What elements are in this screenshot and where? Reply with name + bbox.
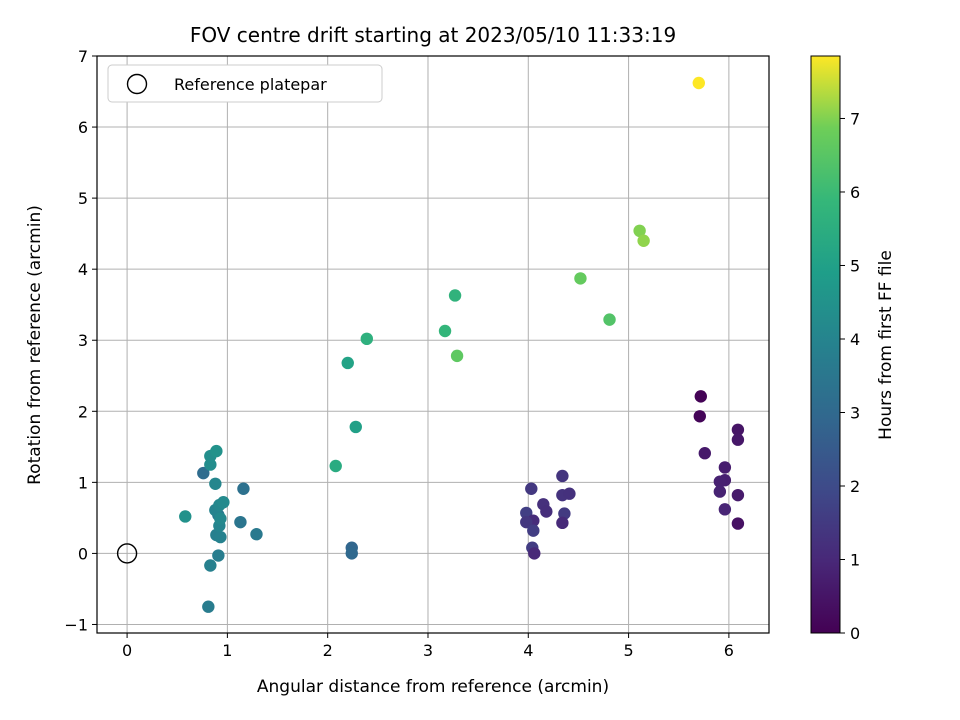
x-tick-label: 2 (323, 641, 333, 660)
scatter-point (214, 512, 227, 525)
scatter-point (637, 234, 650, 247)
y-tick-label: 4 (78, 260, 88, 279)
colorbar-ticks: 0 1 2 3 4 5 6 7 (840, 109, 860, 643)
scatter-point (438, 324, 452, 338)
scatter-point (731, 517, 745, 530)
legend-box (107, 64, 383, 103)
colorbar-gradient (810, 55, 841, 634)
x-tick-label: 4 (523, 641, 533, 660)
colorbar-tick-label: 7 (850, 109, 860, 128)
scatter-point (563, 487, 576, 500)
reference-platepar-marker (116, 543, 138, 564)
scatter-point (212, 549, 225, 562)
scatter-point (713, 485, 727, 498)
scatter-point (713, 475, 727, 488)
scatter-point (329, 459, 342, 473)
colorbar-tick-label: 0 (850, 624, 860, 643)
scatter-point (217, 496, 230, 509)
legend-entry-reference: Reference platepar (174, 75, 327, 94)
scatter-point (556, 516, 569, 530)
colorbar-tick-label: 5 (850, 256, 860, 275)
x-tick-label: 3 (423, 641, 433, 660)
legend: Reference platepar (107, 64, 383, 103)
x-tick-label: 5 (623, 641, 633, 660)
scatter-point (731, 488, 745, 502)
y-tick-label: 0 (78, 544, 88, 563)
colorbar-tick-label: 1 (850, 550, 860, 569)
y-tick-label: −1 (64, 615, 88, 634)
scatter-point (633, 224, 646, 238)
scatter-point (349, 420, 362, 434)
scatter-point (694, 390, 707, 403)
x-axis-ticks: 0 1 2 3 4 5 6 (122, 633, 734, 660)
scatter-point (558, 507, 571, 520)
grid (97, 55, 769, 633)
scatter-point (204, 458, 217, 471)
colorbar-tick-label: 2 (850, 477, 860, 496)
scatter-point (345, 547, 358, 560)
scatter-point (448, 289, 462, 302)
y-tick-label: 5 (78, 189, 88, 208)
scatter-point (214, 530, 227, 544)
scatter-point (209, 477, 222, 490)
scatter-point (204, 559, 217, 572)
legend-marker-icon (126, 73, 148, 95)
x-tick-label: 6 (724, 641, 734, 660)
scatter-point (574, 272, 587, 285)
x-tick-label: 1 (222, 641, 232, 660)
scatter-point (520, 515, 533, 529)
scatter-point (210, 444, 223, 458)
scatter-point (341, 356, 354, 370)
scatter-point (540, 505, 553, 518)
plot-frame (96, 55, 770, 634)
x-tick-label: 0 (122, 641, 132, 660)
scatter-point (693, 410, 706, 423)
scatter-point (698, 447, 712, 460)
scatter-point (528, 547, 541, 560)
data-points (179, 76, 745, 613)
scatter-point (202, 600, 215, 613)
y-tick-label: 3 (78, 331, 88, 350)
reference-marker-group (116, 543, 138, 564)
y-tick-label: 2 (78, 402, 88, 421)
chart-title: FOV centre drift starting at 2023/05/10 … (190, 23, 676, 47)
colorbar-tick-label: 6 (850, 183, 860, 202)
scatter-point (197, 466, 210, 480)
scatter-point (718, 503, 732, 516)
scatter-point (250, 528, 263, 541)
y-tick-label: 7 (78, 47, 88, 66)
scatter-point (525, 482, 538, 495)
y-axis-label: Rotation from reference (arcmin) (25, 205, 45, 485)
scatter-point (731, 433, 745, 446)
x-axis-label: Angular distance from reference (arcmin) (257, 677, 609, 697)
colorbar-label: Hours from first FF file (876, 250, 896, 440)
scatter-point (603, 313, 616, 326)
y-axis-ticks: −1 0 1 2 3 4 5 6 7 (64, 47, 97, 634)
scatter-point (450, 349, 464, 363)
scatter-point (556, 469, 569, 483)
scatter-point (692, 76, 705, 90)
scatter-point (234, 515, 247, 529)
colorbar-tick-label: 4 (850, 330, 860, 349)
scatter-point (731, 423, 745, 436)
colorbar: 0 1 2 3 4 5 6 7 Hours from first FF file (810, 55, 896, 643)
scatter-point (360, 332, 374, 346)
scatter-point (179, 510, 192, 523)
y-tick-label: 6 (78, 118, 88, 137)
colorbar-tick-label: 3 (850, 403, 860, 422)
scatter-point (237, 482, 250, 495)
y-tick-label: 1 (78, 473, 88, 492)
scatter-point (527, 524, 540, 537)
scatter-point (718, 461, 732, 474)
